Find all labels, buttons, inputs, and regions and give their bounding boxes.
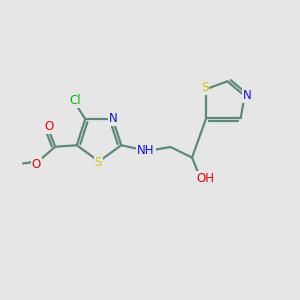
Text: O: O xyxy=(32,158,41,171)
Text: O: O xyxy=(44,120,53,133)
Text: N: N xyxy=(243,89,252,102)
Text: S: S xyxy=(95,156,102,170)
Text: OH: OH xyxy=(196,172,214,185)
Text: Cl: Cl xyxy=(69,94,81,107)
Text: S: S xyxy=(201,81,208,94)
Text: N: N xyxy=(109,112,118,125)
Text: NH: NH xyxy=(137,144,154,157)
